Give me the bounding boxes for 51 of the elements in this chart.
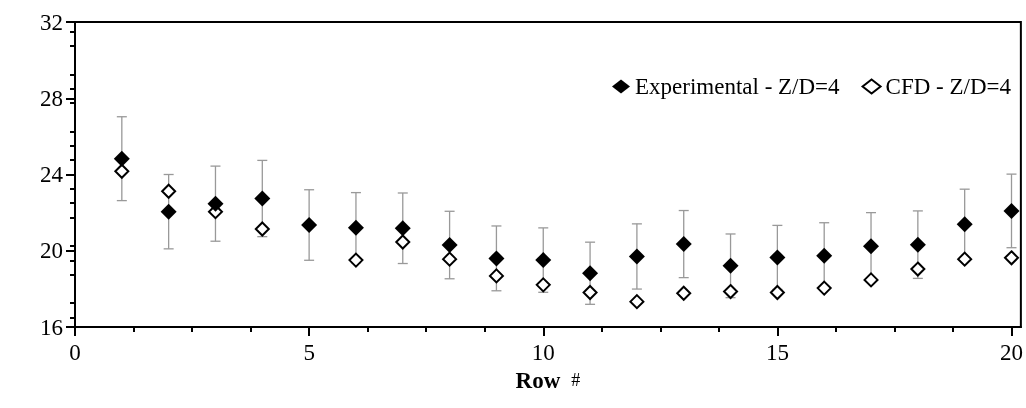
y-tick-label: 16	[40, 314, 63, 340]
point	[395, 234, 411, 250]
point	[442, 251, 458, 267]
point	[769, 249, 786, 266]
point	[722, 257, 739, 274]
point	[114, 163, 130, 179]
point	[863, 238, 880, 255]
point	[535, 252, 552, 269]
point	[207, 195, 224, 212]
point	[723, 284, 739, 300]
point	[629, 294, 645, 310]
point	[582, 265, 599, 282]
point	[675, 236, 692, 253]
point	[160, 203, 177, 220]
y-tick-label: 28	[40, 85, 63, 111]
y-tick-label: 20	[40, 238, 63, 264]
point	[535, 277, 551, 293]
point	[676, 285, 692, 301]
point	[816, 247, 833, 264]
point	[113, 150, 130, 167]
point	[582, 285, 598, 300]
point	[488, 250, 505, 267]
point	[1003, 202, 1020, 219]
y-tick-label: 32	[40, 9, 63, 35]
legend-label: Experimental - Z/D=4	[635, 74, 841, 99]
point	[957, 251, 973, 267]
point	[909, 236, 926, 253]
x-axis-title: Row #	[515, 367, 581, 393]
point	[910, 261, 926, 277]
point	[161, 183, 177, 199]
point	[769, 285, 785, 300]
y-tick-label: 24	[40, 162, 64, 187]
point	[394, 220, 411, 237]
point	[1004, 250, 1019, 266]
point	[348, 252, 364, 268]
point	[628, 248, 645, 265]
x-tick-label: 10	[531, 340, 555, 365]
point	[347, 219, 364, 236]
point	[956, 216, 973, 233]
x-tick-label: 20	[1000, 340, 1023, 365]
point	[254, 221, 270, 237]
point	[254, 190, 271, 207]
x-tick-label: 0	[69, 340, 81, 365]
point	[301, 217, 318, 234]
x-tick-label: 5	[303, 340, 315, 365]
legend-label: CFD - Z/D=4	[885, 74, 1012, 99]
x-tick-label: 15	[765, 340, 789, 365]
point	[863, 272, 879, 288]
point	[488, 268, 504, 284]
point	[816, 280, 832, 296]
point	[441, 237, 458, 254]
